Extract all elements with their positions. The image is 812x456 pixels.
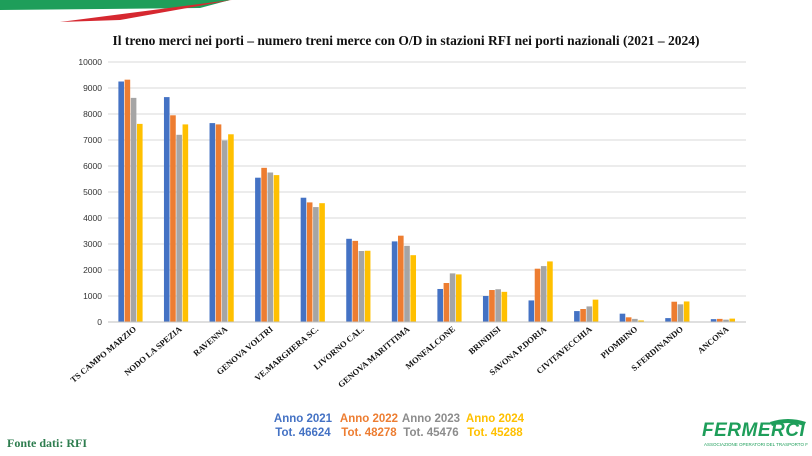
bar-anno-2023 <box>449 273 456 322</box>
bar-anno-2021 <box>437 288 443 322</box>
logo-swoosh-icon <box>770 419 806 426</box>
bar-anno-2024 <box>455 274 462 322</box>
bar-anno-2023 <box>358 251 365 322</box>
bar-anno-2022 <box>625 317 632 322</box>
bar-anno-2021 <box>163 97 170 322</box>
chart-title: Il treno merci nei porti – numero treni … <box>112 33 700 48</box>
bar-anno-2024 <box>182 124 189 323</box>
legend-label-2021: Anno 2021 <box>273 413 333 425</box>
bar-anno-2022 <box>306 202 313 322</box>
bar-anno-2023 <box>221 140 228 322</box>
bar-anno-2024 <box>592 299 599 322</box>
bar-anno-2022 <box>717 318 723 322</box>
y-tick-label: 6000 <box>83 161 102 171</box>
bar-anno-2023 <box>495 289 501 322</box>
bar-anno-2021 <box>391 241 398 322</box>
bar-anno-2024 <box>319 203 325 322</box>
bar-anno-2024 <box>228 134 234 322</box>
y-tick-label: 3000 <box>83 239 102 249</box>
bar-chart: 0 1000 2000 3000 4000 5000 6000 7000 8000 9000 100… <box>68 57 746 390</box>
bar-anno-2022 <box>261 167 267 322</box>
legend-item-2023: Anno 2023 Tot. 45476 <box>396 412 466 440</box>
bar-anno-2024 <box>273 175 280 322</box>
header-decoration <box>0 0 232 22</box>
y-tick-label: 1000 <box>83 291 102 301</box>
bar-anno-2023 <box>677 304 684 322</box>
bar-anno-2023 <box>130 97 137 322</box>
bar-anno-2024 <box>136 123 143 322</box>
bar-anno-2022 <box>671 301 678 322</box>
bar-anno-2023 <box>313 207 319 322</box>
y-tick-label: 4000 <box>83 213 102 223</box>
logo-name: FERMERCI <box>702 420 806 441</box>
source-note: Fonte dati: RFI <box>7 436 87 450</box>
bar-anno-2022 <box>124 79 131 323</box>
bar-anno-2022 <box>215 124 222 323</box>
bar-anno-2024 <box>729 318 736 322</box>
bar-anno-2024 <box>501 291 508 322</box>
header-red-swoosh <box>60 0 232 22</box>
bar-anno-2022 <box>580 309 586 322</box>
bar-anno-2021 <box>710 319 717 322</box>
bar-anno-2024 <box>410 255 417 322</box>
y-tick-label: 9000 <box>83 83 102 93</box>
bar-anno-2021 <box>665 318 671 322</box>
y-tick-label: 8000 <box>83 109 102 119</box>
y-tick-label: 7000 <box>83 135 102 145</box>
bar-anno-2023 <box>723 319 729 322</box>
bar-anno-2024 <box>683 301 690 322</box>
y-tick-label: 2000 <box>83 265 102 275</box>
legend-total-2023: Tot. 45476 <box>403 427 459 439</box>
legend-total-2021: Tot. 46624 <box>275 427 331 439</box>
y-tick-label: 0 <box>97 317 102 327</box>
legend-label-2022: Anno 2022 <box>339 413 399 425</box>
bar-anno-2021 <box>482 296 489 322</box>
legend-label-2023: Anno 2023 <box>401 413 461 425</box>
fermerci-logo: FERMERCI ASSOCIAZIONE OPERATORI DEL TRAS… <box>700 418 808 454</box>
bar-anno-2023 <box>176 134 182 322</box>
bar-anno-2024 <box>638 320 644 322</box>
x-tick-label: RAVENNA <box>191 323 230 358</box>
bar-anno-2021 <box>346 238 352 322</box>
x-tick-label: ANCONA <box>695 323 731 355</box>
y-tick-label: 10000 <box>78 57 102 67</box>
bar-anno-2024 <box>364 250 371 322</box>
x-tick-label: MONFALCONE <box>403 324 457 372</box>
bar-anno-2023 <box>632 318 638 322</box>
legend-total-2024: Tot. 45288 <box>467 427 523 439</box>
bar-anno-2024 <box>547 261 553 322</box>
bar-anno-2021 <box>255 177 261 322</box>
x-tick-label: PIOMBINO <box>599 324 640 361</box>
legend-item-2024: Anno 2024 Tot. 45288 <box>460 412 530 440</box>
bar-anno-2022 <box>534 268 541 322</box>
bar-anno-2022 <box>489 290 495 322</box>
bar-anno-2022 <box>170 115 176 322</box>
legend-label-2024: Anno 2024 <box>465 413 525 425</box>
bar-anno-2023 <box>540 266 547 322</box>
bar-anno-2021 <box>619 313 626 322</box>
legend-total-2022: Tot. 48278 <box>341 427 397 439</box>
bar-anno-2022 <box>443 283 450 322</box>
x-tick-label: BRINDISI <box>467 323 504 356</box>
bar-anno-2021 <box>528 300 535 322</box>
y-tick-label: 5000 <box>83 187 102 197</box>
legend-item-2021: Anno 2021 Tot. 46624 <box>268 412 338 440</box>
legend: Anno 2021 Tot. 46624 Anno 2022 Tot. 4827… <box>268 412 528 442</box>
bar-anno-2021 <box>574 311 580 322</box>
bar-anno-2023 <box>267 172 274 322</box>
bar-anno-2022 <box>398 235 404 322</box>
bar-anno-2022 <box>352 240 359 322</box>
bar-anno-2021 <box>209 123 216 322</box>
bar-anno-2023 <box>586 306 593 322</box>
bar-anno-2023 <box>404 245 410 322</box>
bar-anno-2021 <box>300 197 307 322</box>
logo-tagline: ASSOCIAZIONE OPERATORI DEL TRASPORTO FER… <box>704 442 808 447</box>
legend-item-2022: Anno 2022 Tot. 48278 <box>334 412 404 440</box>
bar-anno-2021 <box>118 81 124 322</box>
